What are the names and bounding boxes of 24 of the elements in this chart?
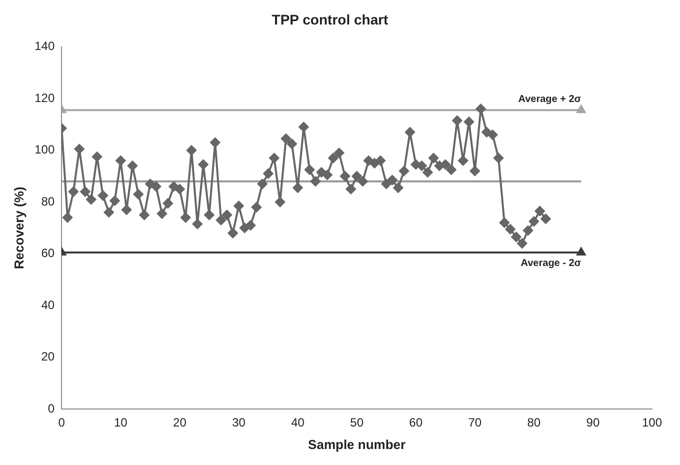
y-tick-label: 20 — [41, 350, 55, 364]
series-label: Average - 2σ — [520, 258, 582, 270]
x-tick-label: 50 — [350, 416, 364, 430]
y-tick-label: 0 — [48, 401, 55, 416]
x-tick-label: 0 — [58, 416, 66, 430]
y-tick-label: 120 — [34, 90, 55, 105]
x-tick-label: 30 — [232, 416, 246, 430]
x-tick-label: 60 — [409, 416, 423, 430]
x-tick-label: 100 — [642, 416, 662, 430]
series-label: Average + 2σ — [518, 94, 582, 105]
x-tick-label: 10 — [114, 416, 128, 430]
x-tick-label: 90 — [586, 416, 600, 430]
y-tick-label: 80 — [41, 194, 55, 208]
y-tick-label: 40 — [41, 298, 55, 312]
y-tick-label: 60 — [41, 246, 55, 260]
y-tick-label: 100 — [34, 142, 55, 157]
x-tick-label: 80 — [527, 416, 541, 430]
x-axis-title: Sample number — [308, 436, 406, 452]
x-tick-label: 20 — [173, 416, 187, 430]
chart-title: TPP control chart — [272, 11, 389, 28]
y-axis-title: Recovery (%) — [11, 186, 26, 270]
y-tick-label: 140 — [34, 39, 55, 54]
x-tick-label: 40 — [291, 416, 305, 430]
x-tick-label: 70 — [468, 416, 482, 430]
